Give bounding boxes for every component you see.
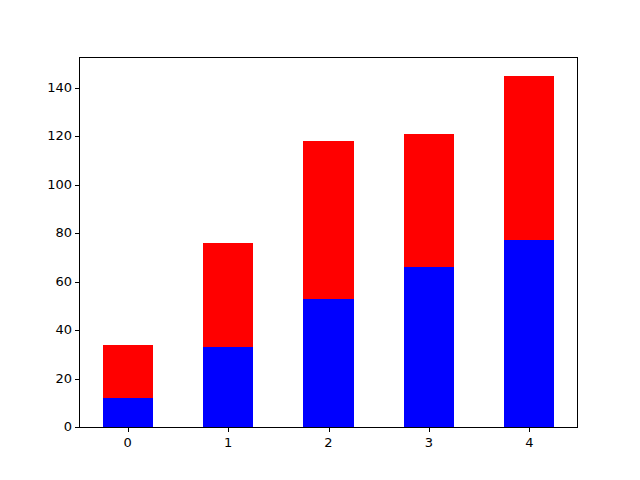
x-tick-label-2: 2: [299, 435, 359, 451]
x-tick-label-3: 3: [399, 435, 459, 451]
bar-2-blue-series-segment: [303, 299, 353, 428]
y-tick-mark-100: [75, 185, 79, 186]
y-tick-mark-60: [75, 282, 79, 283]
y-tick-label-40: 40: [0, 322, 72, 338]
x-tick-mark-3: [429, 428, 430, 432]
y-tick-label-60: 60: [0, 274, 72, 290]
y-tick-mark-20: [75, 379, 79, 380]
bar-1-red-series-segment: [203, 243, 253, 347]
y-tick-label-80: 80: [0, 225, 72, 241]
x-tick-mark-1: [228, 428, 229, 432]
y-tick-label-140: 140: [0, 80, 72, 96]
y-tick-mark-40: [75, 330, 79, 331]
x-tick-mark-2: [329, 428, 330, 432]
y-tick-mark-0: [75, 427, 79, 428]
x-tick-mark-0: [128, 428, 129, 432]
bar-4-blue-series-segment: [504, 240, 554, 427]
x-tick-label-0: 0: [98, 435, 158, 451]
y-tick-label-100: 100: [0, 177, 72, 193]
bar-1-blue-series-segment: [203, 347, 253, 427]
y-tick-label-0: 0: [0, 419, 72, 435]
bar-2-red-series-segment: [303, 141, 353, 299]
x-tick-mark-4: [529, 428, 530, 432]
plot-area: [80, 58, 577, 427]
x-tick-label-1: 1: [198, 435, 258, 451]
bar-3-blue-series-segment: [404, 267, 454, 427]
y-tick-mark-120: [75, 136, 79, 137]
x-tick-label-4: 4: [499, 435, 559, 451]
y-tick-label-120: 120: [0, 128, 72, 144]
bar-0-red-series-segment: [103, 345, 153, 398]
figure: 01234020406080100120140: [0, 0, 640, 480]
y-tick-label-20: 20: [0, 371, 72, 387]
y-tick-mark-140: [75, 88, 79, 89]
bar-0-blue-series-segment: [103, 398, 153, 427]
bar-3-red-series-segment: [404, 134, 454, 267]
bar-4-red-series-segment: [504, 76, 554, 241]
y-tick-mark-80: [75, 233, 79, 234]
